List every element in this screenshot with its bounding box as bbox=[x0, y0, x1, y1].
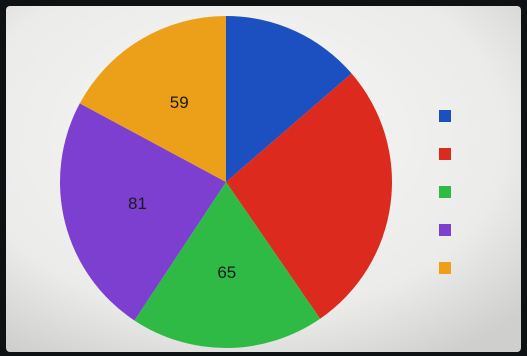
legend-swatch-5 bbox=[439, 262, 451, 274]
slice-value-label-3: 65 bbox=[217, 263, 236, 282]
slice-value-label-4: 81 bbox=[128, 194, 147, 213]
pie-slice-5 bbox=[79, 15, 226, 182]
legend-swatch-3 bbox=[439, 186, 451, 198]
pie-slice-4 bbox=[60, 103, 226, 321]
pie-slice-3 bbox=[134, 182, 321, 348]
legend-swatch-2 bbox=[439, 148, 451, 160]
pie-slice-2 bbox=[226, 73, 393, 319]
legend-swatch-4 bbox=[439, 224, 451, 236]
pie bbox=[60, 15, 393, 348]
slice-labels: 65 81 59 bbox=[128, 93, 236, 282]
legend bbox=[439, 110, 451, 274]
pie-slice-1 bbox=[226, 16, 352, 182]
legend-swatch-1 bbox=[439, 110, 451, 122]
slice-value-label-5: 59 bbox=[170, 93, 189, 112]
